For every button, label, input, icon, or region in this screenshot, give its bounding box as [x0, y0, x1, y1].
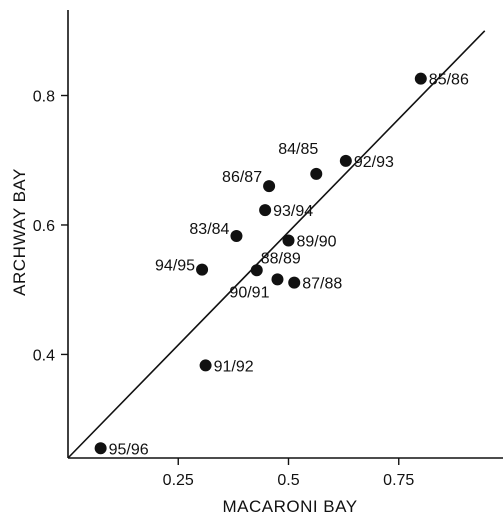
x-tick-label: 0.25: [163, 472, 194, 489]
point-label: 92/93: [354, 154, 394, 171]
data-point: [414, 72, 427, 85]
point-label: 95/96: [109, 441, 149, 458]
point-label: 83/84: [189, 221, 229, 238]
point-label: 93/94: [273, 203, 313, 220]
point-label: 84/85: [278, 141, 318, 158]
data-point: [259, 204, 272, 217]
data-point: [263, 180, 276, 193]
y-tick-label: 0.8: [33, 89, 55, 106]
point-label: 86/87: [222, 169, 262, 186]
x-tick-label: 0.75: [383, 472, 414, 489]
y-tick-label: 0.4: [33, 347, 55, 364]
axis-ticks: 0.25 0.5 0.75 0.4 0.6 0.8: [33, 89, 415, 489]
x-axis-title: MACARONI BAY: [222, 497, 357, 516]
data-point: [94, 442, 107, 455]
regression-line: [67, 30, 486, 459]
point-label: 85/86: [429, 72, 469, 89]
y-axis-title: ARCHWAY BAY: [10, 168, 29, 296]
data-point: [339, 154, 352, 167]
data-points: 85/86 92/93 84/85 86/87 93/94 83/84 89/9088/89…: [94, 72, 469, 458]
point-label: 89/90: [297, 234, 337, 251]
data-point: [271, 273, 284, 286]
point-label: 94/95: [155, 258, 195, 275]
point-label: 87/88: [302, 276, 342, 293]
data-point: [282, 234, 295, 247]
data-point: [288, 276, 301, 289]
y-tick-label: 0.6: [33, 218, 55, 235]
data-point: [310, 167, 323, 180]
data-point: [196, 263, 209, 276]
data-point: [250, 264, 263, 277]
data-point: [230, 229, 243, 242]
data-point: [199, 359, 212, 372]
x-tick-label: 0.5: [277, 472, 299, 489]
point-label: 91/92: [214, 358, 254, 375]
point-label: 88/89: [261, 250, 301, 267]
point-label: 90/91: [229, 284, 269, 301]
